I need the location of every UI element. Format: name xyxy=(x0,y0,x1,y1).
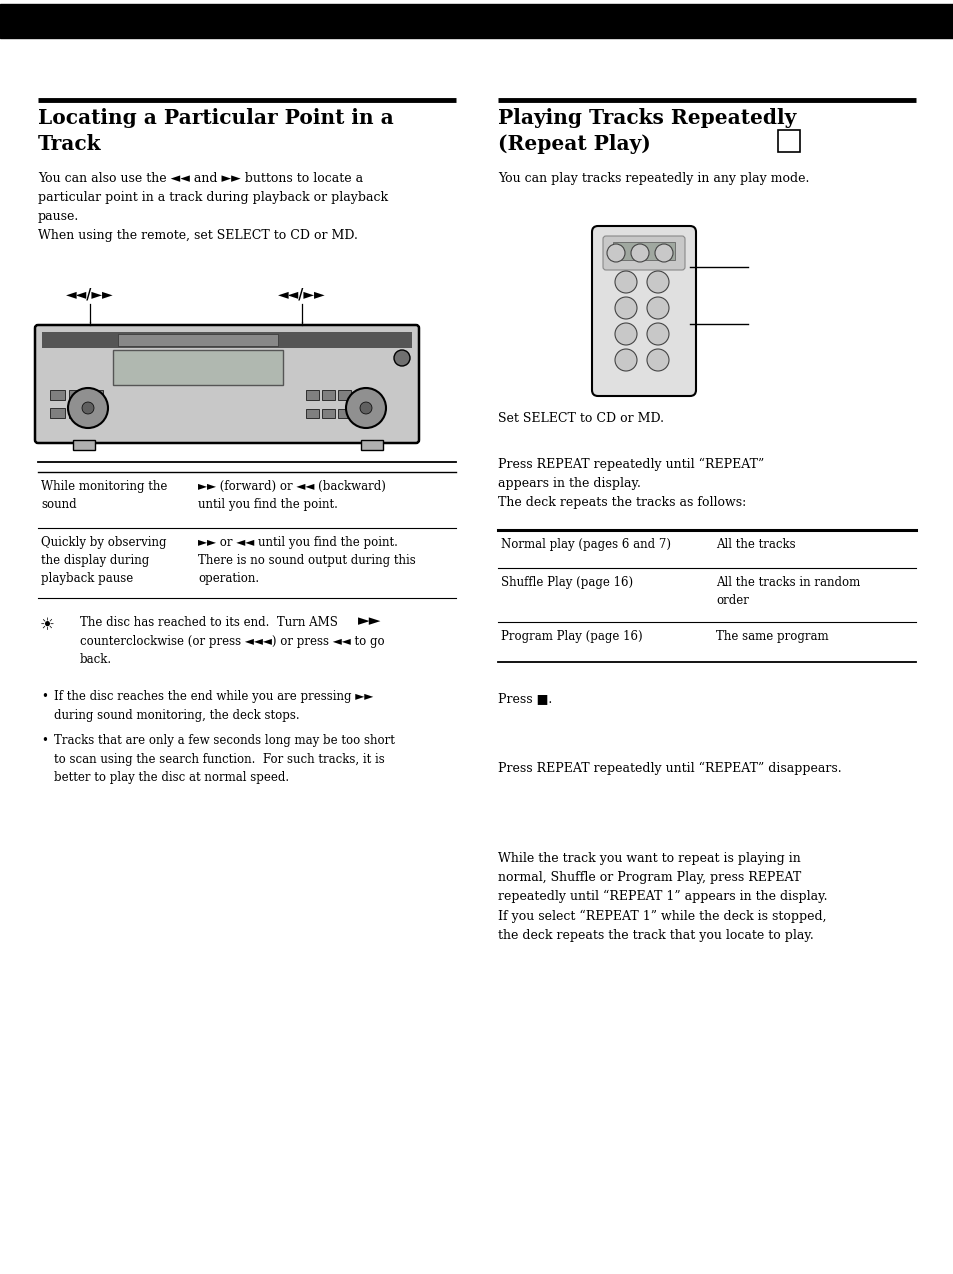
Text: All the tracks in random
order: All the tracks in random order xyxy=(716,576,860,606)
Text: Press REPEAT repeatedly until “REPEAT”
appears in the display.
The deck repeats : Press REPEAT repeatedly until “REPEAT” a… xyxy=(497,457,763,510)
Bar xyxy=(42,333,412,348)
Text: ►► (forward) or ◄◄ (backward)
until you find the point.: ►► (forward) or ◄◄ (backward) until you … xyxy=(198,480,385,511)
Text: Normal play (pages 6 and 7): Normal play (pages 6 and 7) xyxy=(500,538,670,550)
Text: ◄◄/►►: ◄◄/►► xyxy=(66,288,113,302)
Circle shape xyxy=(655,245,672,262)
Text: Playing Tracks Repeatedly: Playing Tracks Repeatedly xyxy=(497,108,796,127)
Text: All the tracks: All the tracks xyxy=(716,538,795,550)
Circle shape xyxy=(615,297,637,318)
Text: While monitoring the
sound: While monitoring the sound xyxy=(41,480,167,511)
Bar xyxy=(73,440,95,450)
Circle shape xyxy=(615,349,637,371)
Bar xyxy=(0,4,953,38)
Circle shape xyxy=(346,389,386,428)
Text: Press ■.: Press ■. xyxy=(497,692,552,705)
Text: If the disc reaches the end while you are pressing ►►
during sound monitoring, t: If the disc reaches the end while you ar… xyxy=(54,691,373,721)
Circle shape xyxy=(606,245,624,262)
Text: Quickly by observing
the display during
playback pause: Quickly by observing the display during … xyxy=(41,536,167,585)
Bar xyxy=(337,409,351,418)
Circle shape xyxy=(615,324,637,345)
FancyBboxPatch shape xyxy=(592,225,696,396)
Text: ◄◄/►►: ◄◄/►► xyxy=(277,288,325,302)
Bar xyxy=(306,390,318,400)
Text: •: • xyxy=(41,691,48,703)
Text: (Repeat Play): (Repeat Play) xyxy=(497,134,650,154)
Bar xyxy=(69,408,84,418)
Text: Shuffle Play (page 16): Shuffle Play (page 16) xyxy=(500,576,633,589)
Text: Program Play (page 16): Program Play (page 16) xyxy=(500,631,642,643)
FancyBboxPatch shape xyxy=(602,236,684,270)
Text: ►►: ►► xyxy=(357,614,381,628)
Circle shape xyxy=(646,324,668,345)
Text: While the track you want to repeat is playing in
normal, Shuffle or Program Play: While the track you want to repeat is pl… xyxy=(497,852,826,941)
Bar xyxy=(69,390,84,400)
Bar xyxy=(306,409,318,418)
Text: ☀: ☀ xyxy=(40,617,55,634)
Text: ►► or ◄◄ until you find the point.
There is no sound output during this
operatio: ►► or ◄◄ until you find the point. There… xyxy=(198,536,416,585)
Text: You can play tracks repeatedly in any play mode.: You can play tracks repeatedly in any pl… xyxy=(497,172,808,185)
Bar xyxy=(88,390,103,400)
FancyBboxPatch shape xyxy=(35,325,418,443)
Circle shape xyxy=(359,403,372,414)
Circle shape xyxy=(646,349,668,371)
Text: You can also use the ◄◄ and ►► buttons to locate a
particular point in a track d: You can also use the ◄◄ and ►► buttons t… xyxy=(38,172,388,242)
Bar xyxy=(322,409,335,418)
Text: •: • xyxy=(41,734,48,747)
Bar xyxy=(112,350,283,385)
Circle shape xyxy=(68,389,108,428)
Bar xyxy=(50,390,65,400)
Bar xyxy=(118,334,277,347)
Circle shape xyxy=(615,271,637,293)
Text: Locating a Particular Point in a: Locating a Particular Point in a xyxy=(38,108,394,127)
Circle shape xyxy=(646,271,668,293)
Bar xyxy=(613,242,675,260)
Text: The same program: The same program xyxy=(716,631,828,643)
Text: The disc has reached to its end.  Turn AMS
counterclockwise (or press ◄◄◄) or pr: The disc has reached to its end. Turn AM… xyxy=(80,617,384,666)
Text: i: i xyxy=(786,136,790,145)
Bar xyxy=(50,408,65,418)
Text: Press REPEAT repeatedly until “REPEAT” disappears.: Press REPEAT repeatedly until “REPEAT” d… xyxy=(497,762,841,776)
Bar xyxy=(360,440,382,450)
Text: Set SELECT to CD or MD.: Set SELECT to CD or MD. xyxy=(497,412,663,426)
Text: Track: Track xyxy=(38,134,101,154)
Circle shape xyxy=(630,245,648,262)
Bar xyxy=(778,130,800,152)
Bar xyxy=(322,390,335,400)
Circle shape xyxy=(394,350,410,366)
Circle shape xyxy=(646,297,668,318)
Bar xyxy=(337,390,351,400)
Circle shape xyxy=(82,403,94,414)
Text: Tracks that are only a few seconds long may be too short
to scan using the searc: Tracks that are only a few seconds long … xyxy=(54,734,395,784)
